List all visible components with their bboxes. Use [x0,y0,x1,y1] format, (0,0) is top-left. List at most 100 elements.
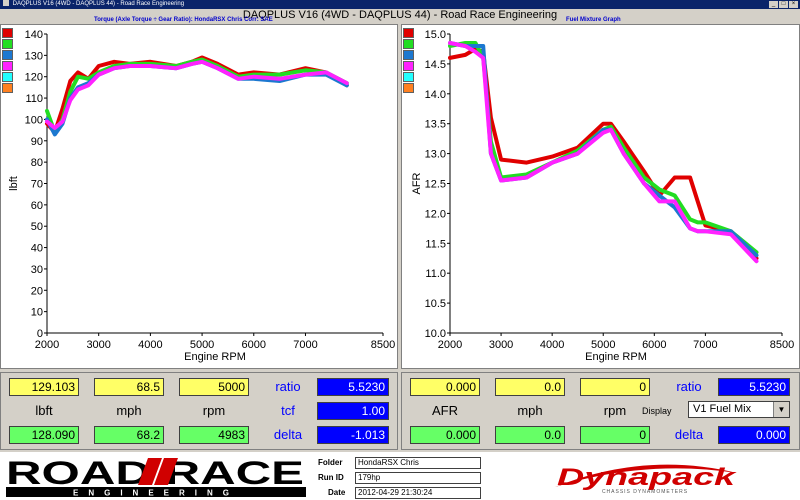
afr-readout-panel: 0.000 0.0 0 AFR mph rpm 0.000 0.0 0 rati… [401,372,800,450]
compare-rpm-value: 0 [580,426,650,444]
unit-mph: mph [116,403,142,418]
x-tick-label: 5000 [591,339,615,351]
cursor-rpm-value: 0 [580,378,650,396]
compare-lbft-value: 128.090 [9,426,79,444]
run-swatch-cyan[interactable] [403,72,414,82]
cursor-lbft-value: 129.103 [9,378,79,396]
y-tick-label: 60 [31,200,43,212]
x-tick-label: 3000 [489,339,513,351]
ratio-value: 5.5230 [317,378,389,396]
dynapack-logo-text: Dynapack [557,464,738,491]
x-tick-label: 7000 [293,339,317,351]
footer-bar: ROAD RACE ENGINEERING Folder HondaRSX Ch… [0,452,800,500]
cursor-afr-value: 0.000 [410,378,480,396]
series-line-3 [45,59,349,130]
unit-afr: AFR [432,403,458,418]
run-color-swatches [403,28,414,93]
torque-chart-panel: 0 10 20 30 40 50 60 70 80 90 100 110 120 130 140 2000 30… [0,24,398,369]
x-axis-label: Engine RPM [585,351,647,363]
ratio-label: ratio [676,379,702,394]
y-tick-label: 12.0 [425,208,446,220]
display-label: Display [642,406,672,416]
x-axis-label: Engine RPM [184,351,246,363]
ratio-label: ratio [275,379,301,394]
y-tick-label: 15.0 [425,29,446,41]
runid-label: Run ID [318,473,344,482]
y-tick-label: 50 [31,221,43,233]
y-tick-label: 14.5 [425,59,446,71]
maximize-button[interactable]: □ [779,1,788,8]
y-tick-label: 110 [25,93,43,105]
y-tick-label: 10 [31,307,43,319]
afr-chart-panel: 10.0 10.5 11.0 11.5 12.0 12.5 13.0 13.5 14.0 14.5… [401,24,800,369]
tcf-value: 1.00 [317,402,389,420]
delta-label: delta [273,427,303,442]
x-tick-label: 6000 [642,339,666,351]
y-tick-label: 90 [31,136,43,148]
x-tick-label: 3000 [86,339,110,351]
unit-mph: mph [517,403,543,418]
torque-readout-panel: 129.103 68.5 5000 lbft mph rpm 128.090 6… [0,372,398,450]
delta-value: 0.000 [718,426,790,444]
y-tick-label: 70 [31,179,43,191]
chevron-down-icon[interactable]: ▼ [773,402,789,417]
delta-value: -1.013 [317,426,389,444]
y-tick-label: 11.5 [425,238,446,250]
unit-rpm: rpm [603,403,627,418]
compare-mph-value: 0.0 [495,426,565,444]
compare-mph-value: 68.2 [94,426,164,444]
folder-label: Folder [318,458,343,467]
run-swatch-cyan[interactable] [2,72,13,82]
fuel-subtitle: Fuel Mixture Graph [566,17,621,23]
window-titlebar[interactable]: DAQPLUS V16 (4WD - DAQPLUS 44) - Road Ra… [0,0,800,9]
x-tick-label: 5000 [190,339,214,351]
x-tick-label: 2000 [438,339,462,351]
run-swatch-blue[interactable] [403,50,414,60]
y-tick-label: 14.0 [425,89,446,101]
compare-afr-value: 0.000 [410,426,480,444]
window-title: DAQPLUS V16 (4WD - DAQPLUS 44) - Road Ra… [12,1,185,7]
y-tick-label: 11.0 [425,268,446,280]
y-tick-label: 12.5 [425,179,446,191]
y-axis-label: AFR [411,172,423,194]
y-tick-label: 80 [31,157,43,169]
x-tick-label: 8500 [770,339,794,351]
series-line-0 [45,55,349,135]
run-swatch-magenta[interactable] [403,61,414,71]
y-tick-label: 140 [25,29,43,41]
series-line-1 [448,41,759,255]
run-swatch-green[interactable] [2,39,13,49]
unit-rpm: rpm [202,403,226,418]
dynapack-logo-subtext: CHASSIS DYNAMOMETERS [602,489,688,495]
close-button[interactable]: × [789,1,798,8]
runid-field: 179hp [355,472,481,484]
date-field: 2012-04-29 21:30:24 [355,487,481,499]
run-swatch-orange[interactable] [403,83,414,93]
compare-rpm-value: 4983 [179,426,249,444]
unit-lbft: lbft [35,403,53,418]
cursor-mph-value: 0.0 [495,378,565,396]
display-select[interactable]: V1 Fuel Mix ▼ [688,401,790,418]
dynapack-logo: Dynapack CHASSIS DYNAMOMETERS [555,464,738,495]
run-swatch-red[interactable] [2,28,13,38]
y-tick-label: 30 [31,264,43,276]
y-tick-label: 10.5 [425,298,446,310]
y-tick-label: 13.5 [425,119,446,131]
run-swatch-blue[interactable] [2,50,13,60]
y-tick-label: 40 [31,243,43,255]
run-swatch-magenta[interactable] [2,61,13,71]
x-tick-label: 8500 [371,339,395,351]
minimize-button[interactable]: _ [769,1,778,8]
y-tick-label: 100 [25,114,43,126]
run-swatch-green[interactable] [403,39,414,49]
chart-title: DAQPLUS V16 (4WD - DAQPLUS 44) - Road Ra… [242,9,558,21]
run-swatch-orange[interactable] [2,83,13,93]
x-tick-label: 7000 [693,339,717,351]
afr-chart: 10.0 10.5 11.0 11.5 12.0 12.5 13.0 13.5 14.0 14.5… [411,29,794,363]
app-icon [3,0,9,7]
delta-label: delta [674,427,704,442]
run-swatch-red[interactable] [403,28,414,38]
date-label: Date [328,488,346,497]
x-tick-label: 6000 [242,339,266,351]
